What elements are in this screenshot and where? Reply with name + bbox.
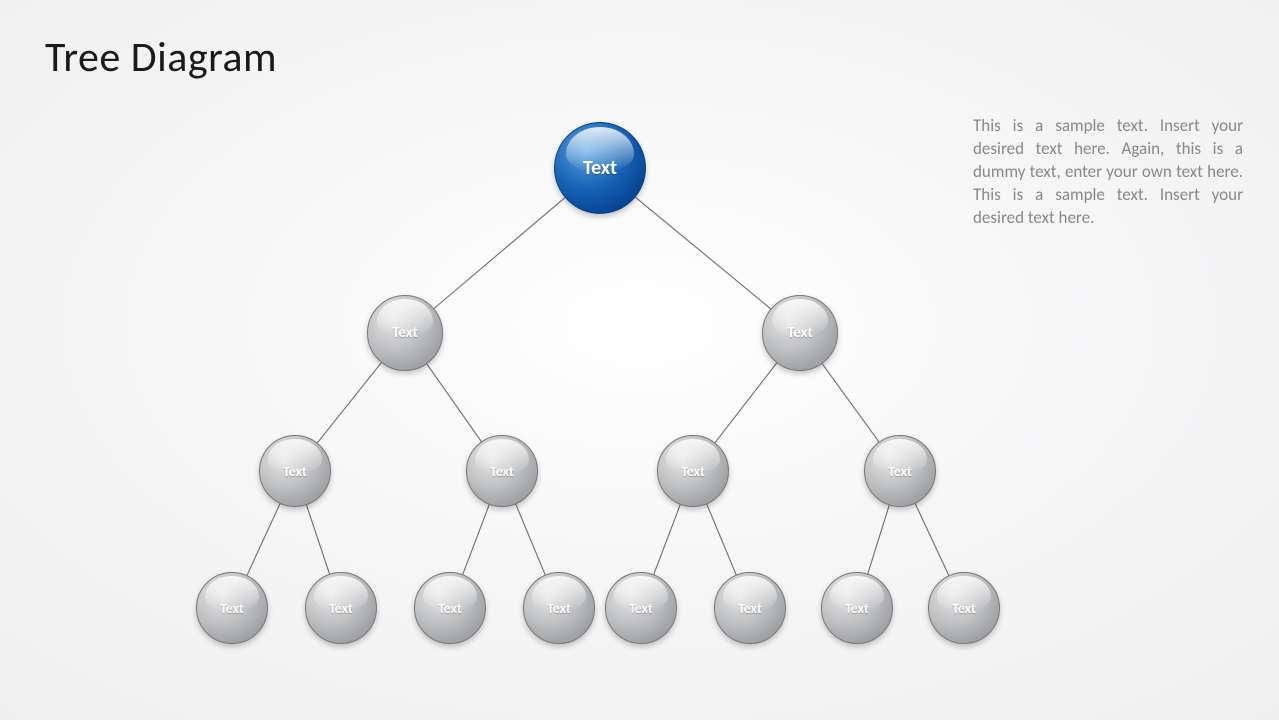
tree-node-label: Text: [681, 463, 705, 480]
tree-node-label: Text: [738, 600, 762, 617]
tree-edge: [247, 504, 280, 576]
tree-edge: [822, 364, 879, 442]
tree-node-label: Text: [583, 156, 617, 180]
tree-node-label: Text: [392, 324, 418, 342]
tree-edge: [434, 198, 565, 309]
tree-node-label: Text: [547, 600, 571, 617]
tree-edge: [707, 504, 736, 575]
tree-edge: [317, 363, 381, 443]
tree-node: Text: [259, 435, 331, 507]
tree-edge: [654, 505, 680, 575]
tree-edge: [915, 504, 949, 576]
tree-node-label: Text: [787, 324, 813, 342]
tree-node: Text: [762, 295, 838, 371]
tree-node-label: Text: [220, 600, 244, 617]
tree-node-label: Text: [629, 600, 653, 617]
tree-node-label: Text: [888, 463, 912, 480]
tree-diagram: Text Text Text Text Text Text Text Text Text Text…: [0, 0, 1279, 720]
tree-node: Text: [605, 572, 677, 644]
tree-node: Text: [196, 572, 268, 644]
tree-node: Text: [657, 435, 729, 507]
tree-node-label: Text: [329, 600, 353, 617]
tree-node: Text: [414, 572, 486, 644]
tree-edge: [463, 505, 489, 575]
tree-edge: [636, 197, 771, 308]
tree-node: Text: [305, 572, 377, 644]
tree-edge: [715, 363, 777, 443]
tree-edge: [307, 505, 330, 574]
tree-node: Text: [928, 572, 1000, 644]
tree-node: Text: [864, 435, 936, 507]
tree-edge: [868, 505, 889, 573]
tree-node: Text: [523, 572, 595, 644]
tree-node: Text: [367, 295, 443, 371]
tree-node: Text: [554, 122, 646, 214]
tree-edge: [516, 504, 545, 575]
tree-node-label: Text: [490, 463, 514, 480]
tree-node-label: Text: [438, 600, 462, 617]
tree-node: Text: [466, 435, 538, 507]
tree-node: Text: [821, 572, 893, 644]
tree-node-label: Text: [952, 600, 976, 617]
tree-node-label: Text: [845, 600, 869, 617]
tree-node-label: Text: [283, 463, 307, 480]
tree-node: Text: [714, 572, 786, 644]
tree-edge: [427, 364, 481, 441]
